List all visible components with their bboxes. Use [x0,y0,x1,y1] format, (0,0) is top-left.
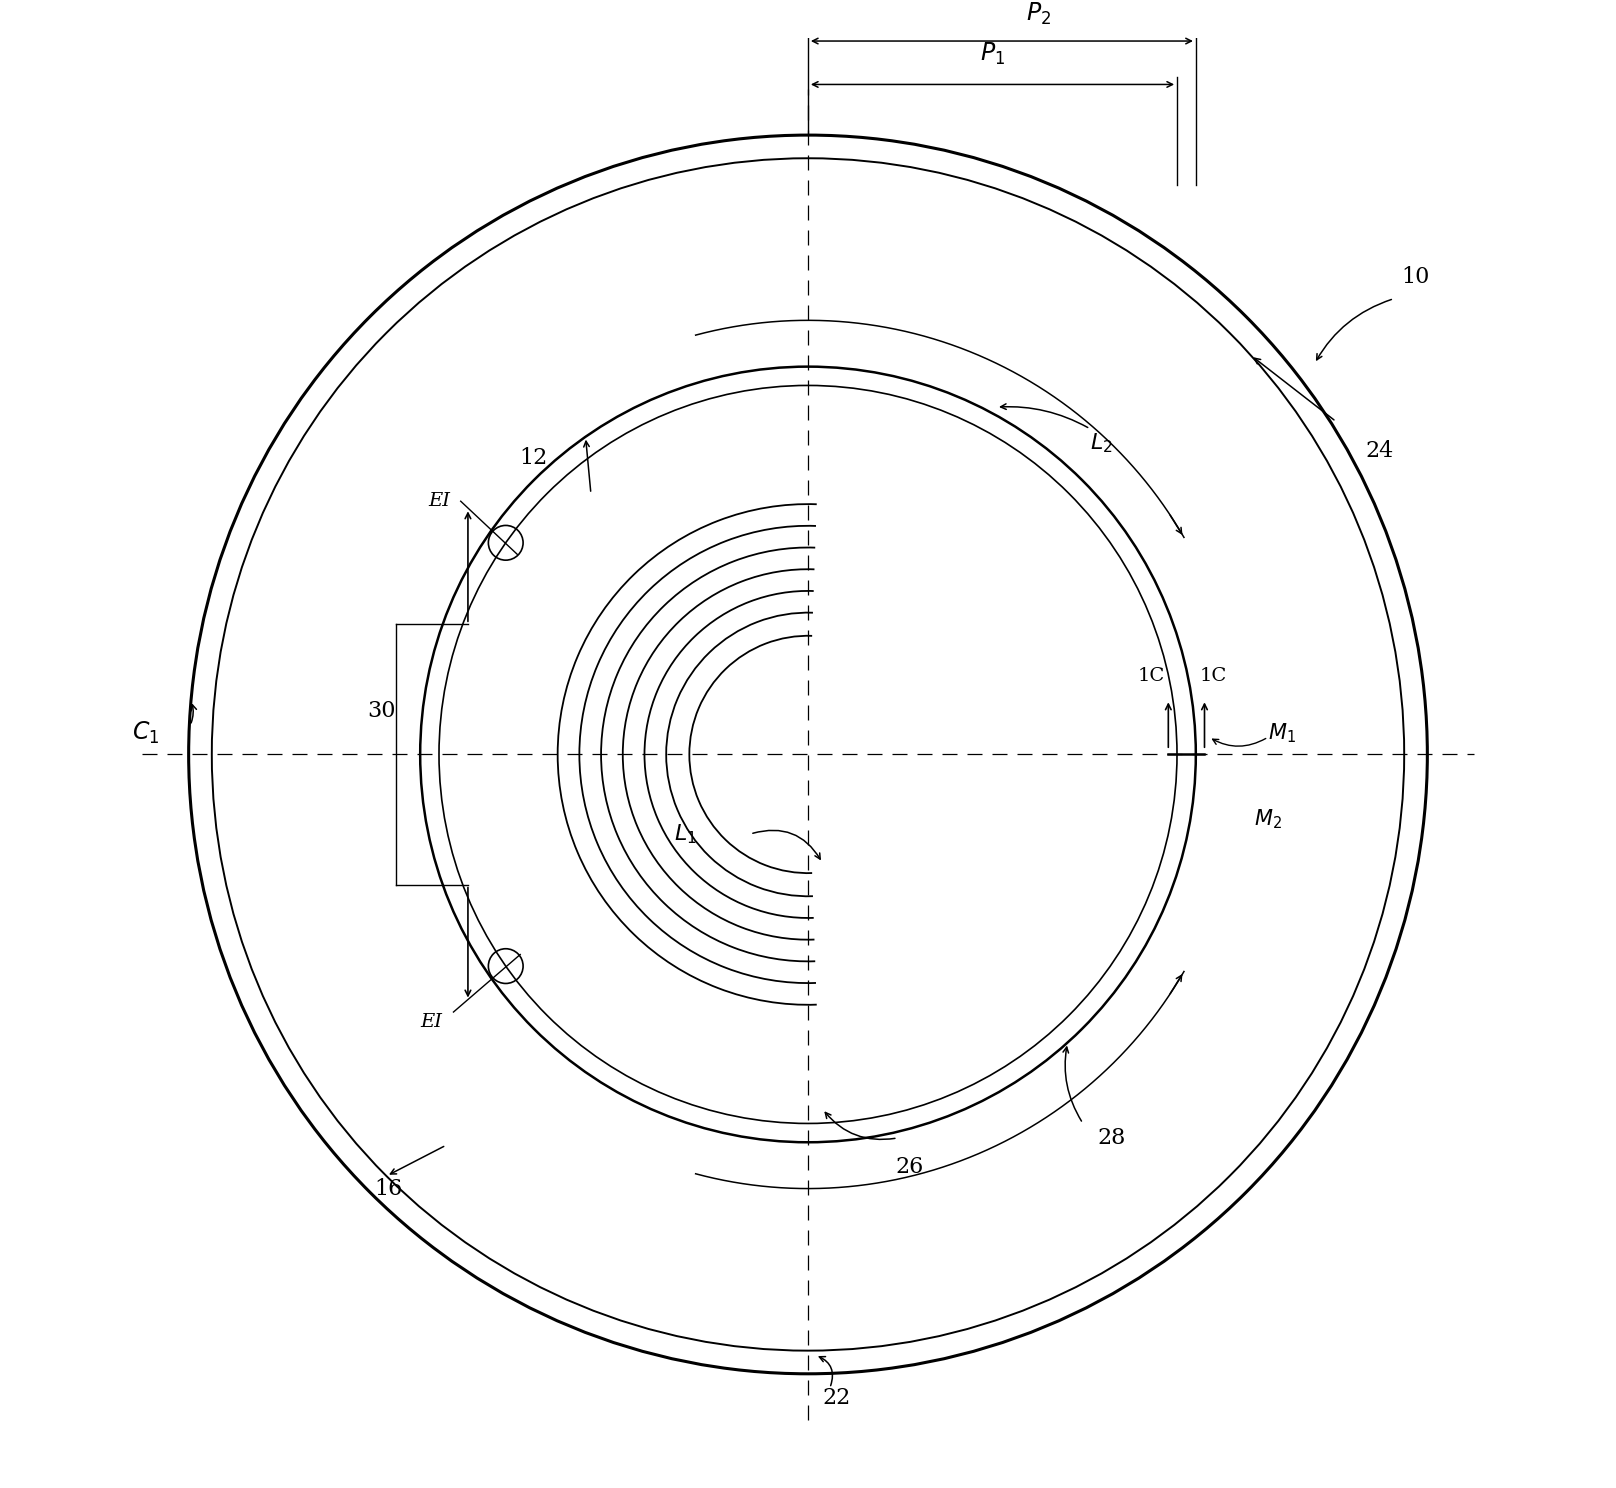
Text: EI: EI [428,493,449,510]
Text: 16: 16 [375,1177,402,1199]
Text: 22: 22 [823,1387,852,1409]
Text: 10: 10 [1401,266,1430,287]
Text: EI: EI [420,1013,443,1031]
Text: $L_1$: $L_1$ [674,823,696,845]
Text: 1C: 1C [1199,667,1227,684]
Text: $M_2$: $M_2$ [1254,808,1281,832]
Text: 24: 24 [1366,439,1393,461]
Text: 28: 28 [1097,1126,1126,1149]
Text: $P_1$: $P_1$ [979,40,1005,67]
Text: 30: 30 [367,699,396,722]
Text: $P_2$: $P_2$ [1026,0,1050,27]
Text: 1C: 1C [1138,667,1165,684]
Text: $M_1$: $M_1$ [1269,722,1296,744]
Text: 26: 26 [895,1156,923,1178]
Text: $L_2$: $L_2$ [1091,432,1113,455]
Text: $C_1$: $C_1$ [131,720,158,745]
Text: 12: 12 [519,446,548,469]
